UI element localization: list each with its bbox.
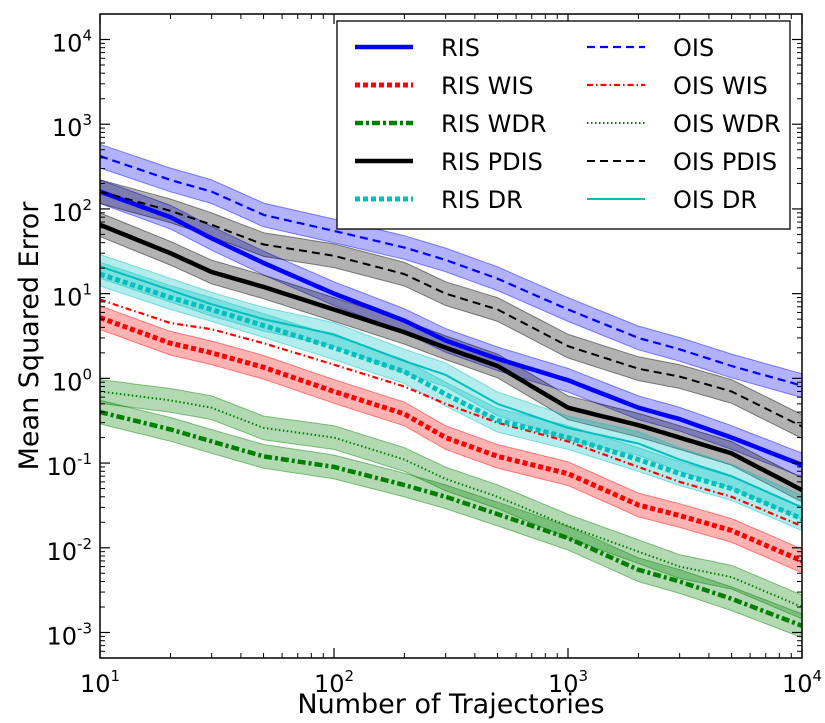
y-tick-labels: 10-3 10-2 10-1 100 101 102 103 104 [46,27,92,651]
y-tick-label: 10-3 [46,619,92,650]
series-lines [99,155,804,628]
x-tick-label: 102 [314,667,354,698]
x-tick-label: 103 [548,667,588,698]
legend-label-ois-wdr: OIS WDR [673,110,781,138]
line-ois-pdis [99,190,803,428]
y-tick-label: 10-2 [46,535,92,566]
x-tick-label: 104 [782,667,822,698]
line-ris-wdr [99,409,803,628]
legend-label-ois-wis: OIS WIS [673,72,768,100]
y-tick-label: 104 [52,27,92,58]
y-axis-title: Mean Squared Error [14,201,45,471]
x-axis-title: Number of Trajectories [297,689,604,720]
line-ris [99,189,803,468]
line-ois-wis [99,298,803,528]
y-tick-label: 101 [52,281,92,312]
legend-label-ois-pdis: OIS PDIS [673,148,777,176]
line-ois-dr [99,265,803,509]
line-ois [99,155,803,387]
legend-label-ris-pdis: RIS PDIS [441,148,543,176]
x-tick-label: 101 [80,667,120,698]
axis-ticks [99,14,803,658]
y-tick-label: 103 [52,111,92,142]
line-ois-wdr [99,390,803,608]
x-tick-labels: 101 102 103 104 [80,667,822,698]
legend-label-ois-dr: OIS DR [673,186,757,214]
y-tick-label: 102 [52,196,92,227]
legend: RIS OIS RIS WIS OIS WIS RIS WDR OIS WDR RIS PD… [336,20,791,230]
legend-label-ois: OIS [673,34,714,62]
legend-label-ris-dr: RIS DR [441,186,523,214]
plot-frame [99,13,803,659]
y-tick-label: 10-1 [46,450,92,481]
line-ris-pdis [99,222,804,493]
y-tick-label: 100 [52,365,92,396]
legend-label-ris: RIS [441,34,480,62]
legend-label-ris-wdr: RIS WDR [441,110,547,138]
legend-label-ris-wis: RIS WIS [441,72,534,100]
